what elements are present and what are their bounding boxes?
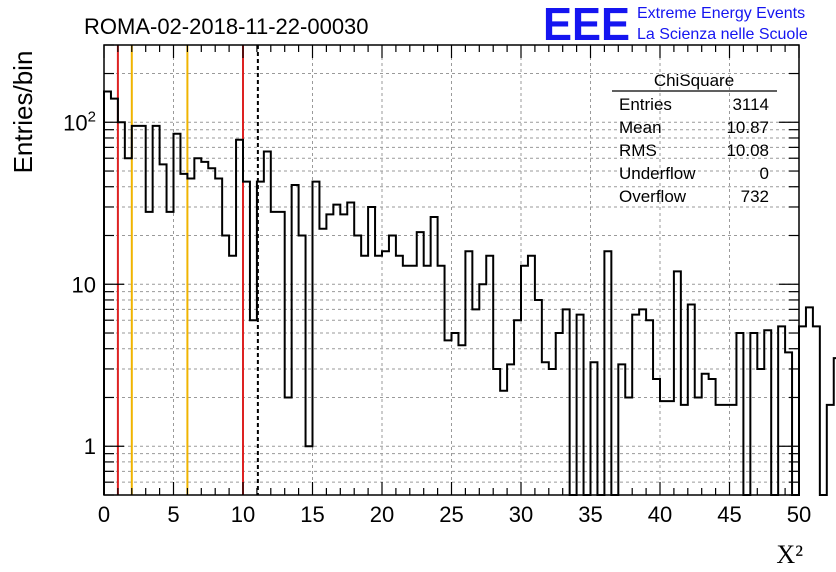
y-axis-label: Entries/bin [8,51,38,174]
stats-label: Entries [619,95,672,114]
histogram-outline [103,90,836,496]
x-axis-label: X² [776,540,803,569]
x-tick-label: 20 [370,502,394,527]
stats-value: 10.87 [726,118,769,137]
x-tick-label: 35 [578,502,602,527]
x-tick-label: 50 [787,502,811,527]
axis-ticks: 0 5 10 15 20 25 30 35 40 45 50 1 10 102 [63,44,811,527]
x-tick-label: 0 [98,502,110,527]
x-tick-label: 15 [300,502,324,527]
y-tick-label: 1 [84,434,96,459]
eee-logo-mark: EEE [543,0,630,50]
stats-value: 732 [741,187,769,206]
x-tick-label: 5 [167,502,179,527]
stats-label: Overflow [619,187,687,206]
grid [104,45,799,495]
stats-value: 10.08 [726,141,769,160]
reference-lines [116,45,259,495]
x-tick-label: 30 [509,502,533,527]
eee-logo: EEE Extreme Energy Events La Scienza nel… [543,0,808,50]
chart-title: ROMA-02-2018-11-22-00030 [84,14,369,39]
x-tick-label: 40 [648,502,672,527]
stats-box: ChiSquare Entries 3114 Mean 10.87 RMS 10.08 Un… [612,71,777,206]
stats-label: Mean [619,118,662,137]
x-tick-label: 10 [231,502,255,527]
x-tick-label: 45 [717,502,741,527]
x-tick-label: 25 [439,502,463,527]
y-tick-label: 102 [63,108,96,135]
eee-logo-line2: La Scienza nelle Scuole [637,26,808,43]
stats-value: 0 [760,164,769,183]
stats-value: 3114 [732,95,769,114]
y-tick-label: 10 [72,272,96,297]
stats-title: ChiSquare [654,71,734,90]
stats-label: RMS [619,141,657,160]
eee-logo-line1: Extreme Energy Events [637,5,805,22]
stats-label: Underflow [619,164,696,183]
